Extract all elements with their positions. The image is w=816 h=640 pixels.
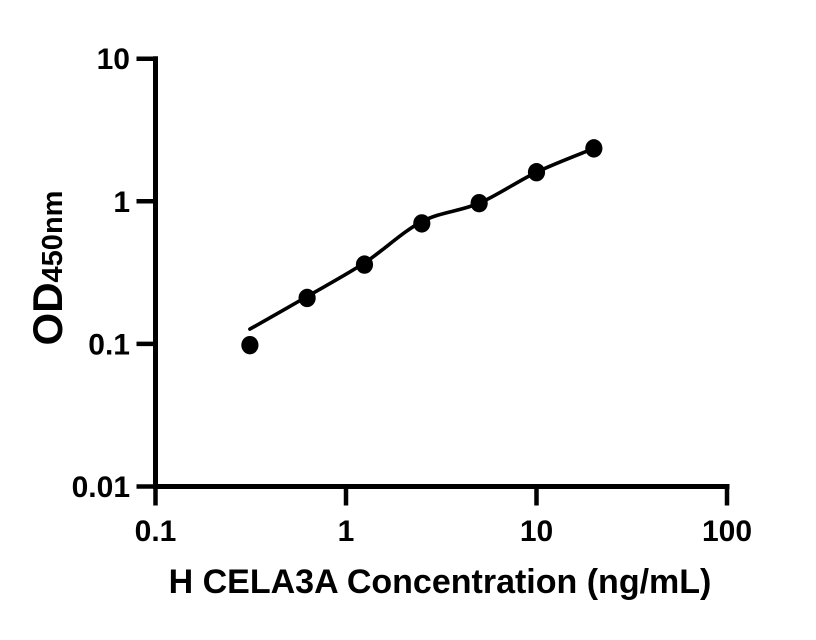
data-point: [585, 139, 603, 158]
y-tick-label: 10: [97, 43, 130, 76]
y-axis-title: OD450nm: [24, 191, 72, 346]
x-axis-title: H CELA3A Concentration (ng/mL): [168, 563, 712, 601]
x-tick-label: 100: [702, 515, 752, 548]
y-axis-title-subscript: 450nm: [37, 190, 69, 283]
y-tick-label: 0.01: [72, 471, 130, 504]
data-point: [470, 193, 488, 213]
data-point: [241, 335, 259, 355]
data-point: [413, 214, 431, 233]
data-point: [355, 255, 374, 274]
x-tick-label: 10: [520, 515, 553, 548]
y-tick-label: 1: [113, 186, 130, 219]
y-axis-title-main: OD: [24, 282, 71, 346]
data-point: [298, 288, 316, 308]
y-tick-label: 0.1: [88, 328, 130, 361]
x-tick-label: 1: [338, 515, 355, 548]
data-point: [527, 162, 546, 182]
x-tick-label: 0.1: [135, 515, 177, 548]
